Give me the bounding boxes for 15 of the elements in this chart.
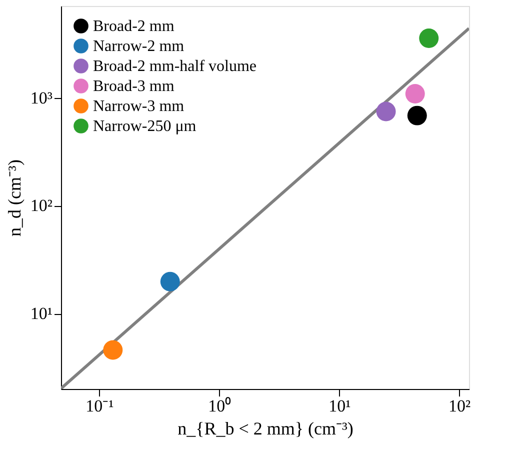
legend-label: Broad-2 mm bbox=[93, 18, 175, 35]
y-tick-label: 10² bbox=[30, 196, 52, 216]
legend-label: Narrow-2 mm bbox=[93, 38, 185, 55]
y-axis-title: n_d (cm⁻³) bbox=[4, 160, 24, 236]
legend-label: Broad-3 mm bbox=[93, 78, 175, 95]
legend-label: Narrow-3 mm bbox=[93, 98, 185, 115]
x-tick-label: 10² bbox=[448, 396, 471, 416]
x-tick-label: 10⁰ bbox=[208, 396, 232, 416]
x-tick-label: 10¹ bbox=[328, 396, 351, 416]
legend-label: Broad-2 mm-half volume bbox=[93, 58, 257, 75]
y-tick-label: 10³ bbox=[30, 88, 52, 108]
x-tick-label: 10⁻¹ bbox=[86, 396, 114, 416]
legend-label: Narrow-250 μm bbox=[93, 118, 197, 135]
x-axis-title: n_{R_b < 2 mm} (cm⁻³) bbox=[178, 418, 354, 438]
y-tick-label: 10¹ bbox=[30, 304, 52, 324]
